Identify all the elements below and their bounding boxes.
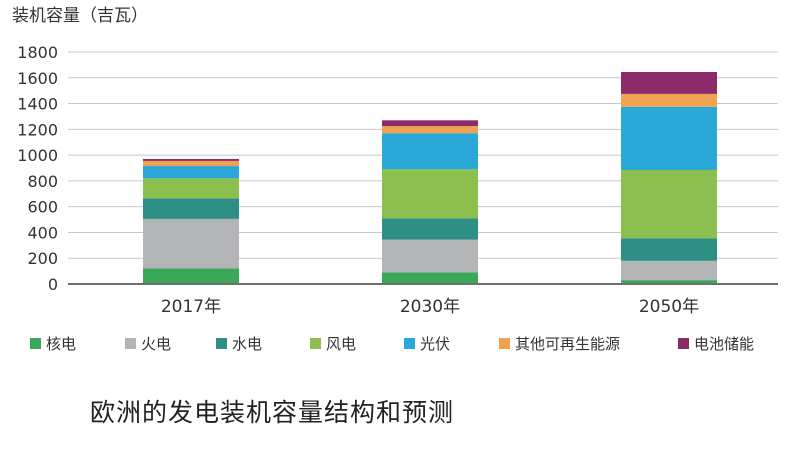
y-tick-label: 1400: [17, 95, 58, 114]
y-axis-ticks: 0 200 400 600 800 1000 1200 1400 1600 1800: [17, 43, 58, 294]
x-category-label: 2017年: [161, 297, 221, 317]
bar-segment: [143, 158, 239, 161]
bar-segment: [382, 120, 478, 127]
bar-segment: [621, 238, 717, 261]
legend-label: 电池储能: [694, 335, 754, 353]
legend-swatch: [216, 338, 227, 349]
figure-caption: 欧洲的发电装机容量结构和预测: [90, 398, 455, 427]
bar-segment: [382, 218, 478, 240]
bar-segment: [143, 166, 239, 179]
legend-swatch: [404, 338, 415, 349]
x-category-label: 2030年: [400, 297, 460, 317]
bar-segment: [143, 218, 239, 269]
legend-label: 风电: [326, 335, 356, 353]
bar-segment: [382, 239, 478, 273]
y-tick-label: 1200: [17, 120, 58, 139]
x-axis-category-labels: 2017年 2030年 2050年: [161, 297, 699, 317]
legend-label: 火电: [141, 335, 171, 353]
y-tick-label: 800: [27, 172, 58, 191]
bar-segment: [621, 169, 717, 239]
legend-swatch: [678, 338, 689, 349]
bars: [143, 71, 717, 284]
bar-segment: [382, 126, 478, 134]
y-tick-label: 400: [27, 223, 58, 242]
y-tick-label: 1000: [17, 146, 58, 165]
bar-segment: [621, 260, 717, 281]
legend-swatch: [499, 338, 510, 349]
bar-segment: [382, 169, 478, 219]
bar-segment: [143, 198, 239, 219]
legend-swatch: [30, 338, 41, 349]
y-tick-label: 600: [27, 198, 58, 217]
legend-label: 其他可再生能源: [515, 335, 620, 353]
legend-label: 核电: [46, 335, 76, 353]
x-category-label: 2050年: [639, 297, 699, 317]
bar-segment: [621, 93, 717, 107]
bar-segment: [382, 133, 478, 170]
bar-segment: [382, 272, 478, 284]
bar-segment: [621, 106, 717, 170]
y-tick-label: 200: [27, 249, 58, 268]
y-tick-label: 1800: [17, 43, 58, 62]
legend: 核电 火电 水电 风电 光伏 其他可再生能源 电池储能: [30, 335, 754, 353]
legend-swatch: [310, 338, 321, 349]
y-tick-label: 1600: [17, 69, 58, 88]
y-axis-unit-label: 装机容量（吉瓦）: [12, 6, 148, 26]
bar-segment: [143, 178, 239, 199]
bar-segment: [143, 268, 239, 284]
y-tick-label: 0: [48, 275, 58, 294]
bar-segment: [621, 71, 717, 94]
legend-swatch: [125, 338, 136, 349]
bar-segment: [143, 160, 239, 167]
bar-segment: [621, 280, 717, 284]
legend-label: 水电: [232, 335, 262, 353]
legend-label: 光伏: [420, 335, 450, 353]
